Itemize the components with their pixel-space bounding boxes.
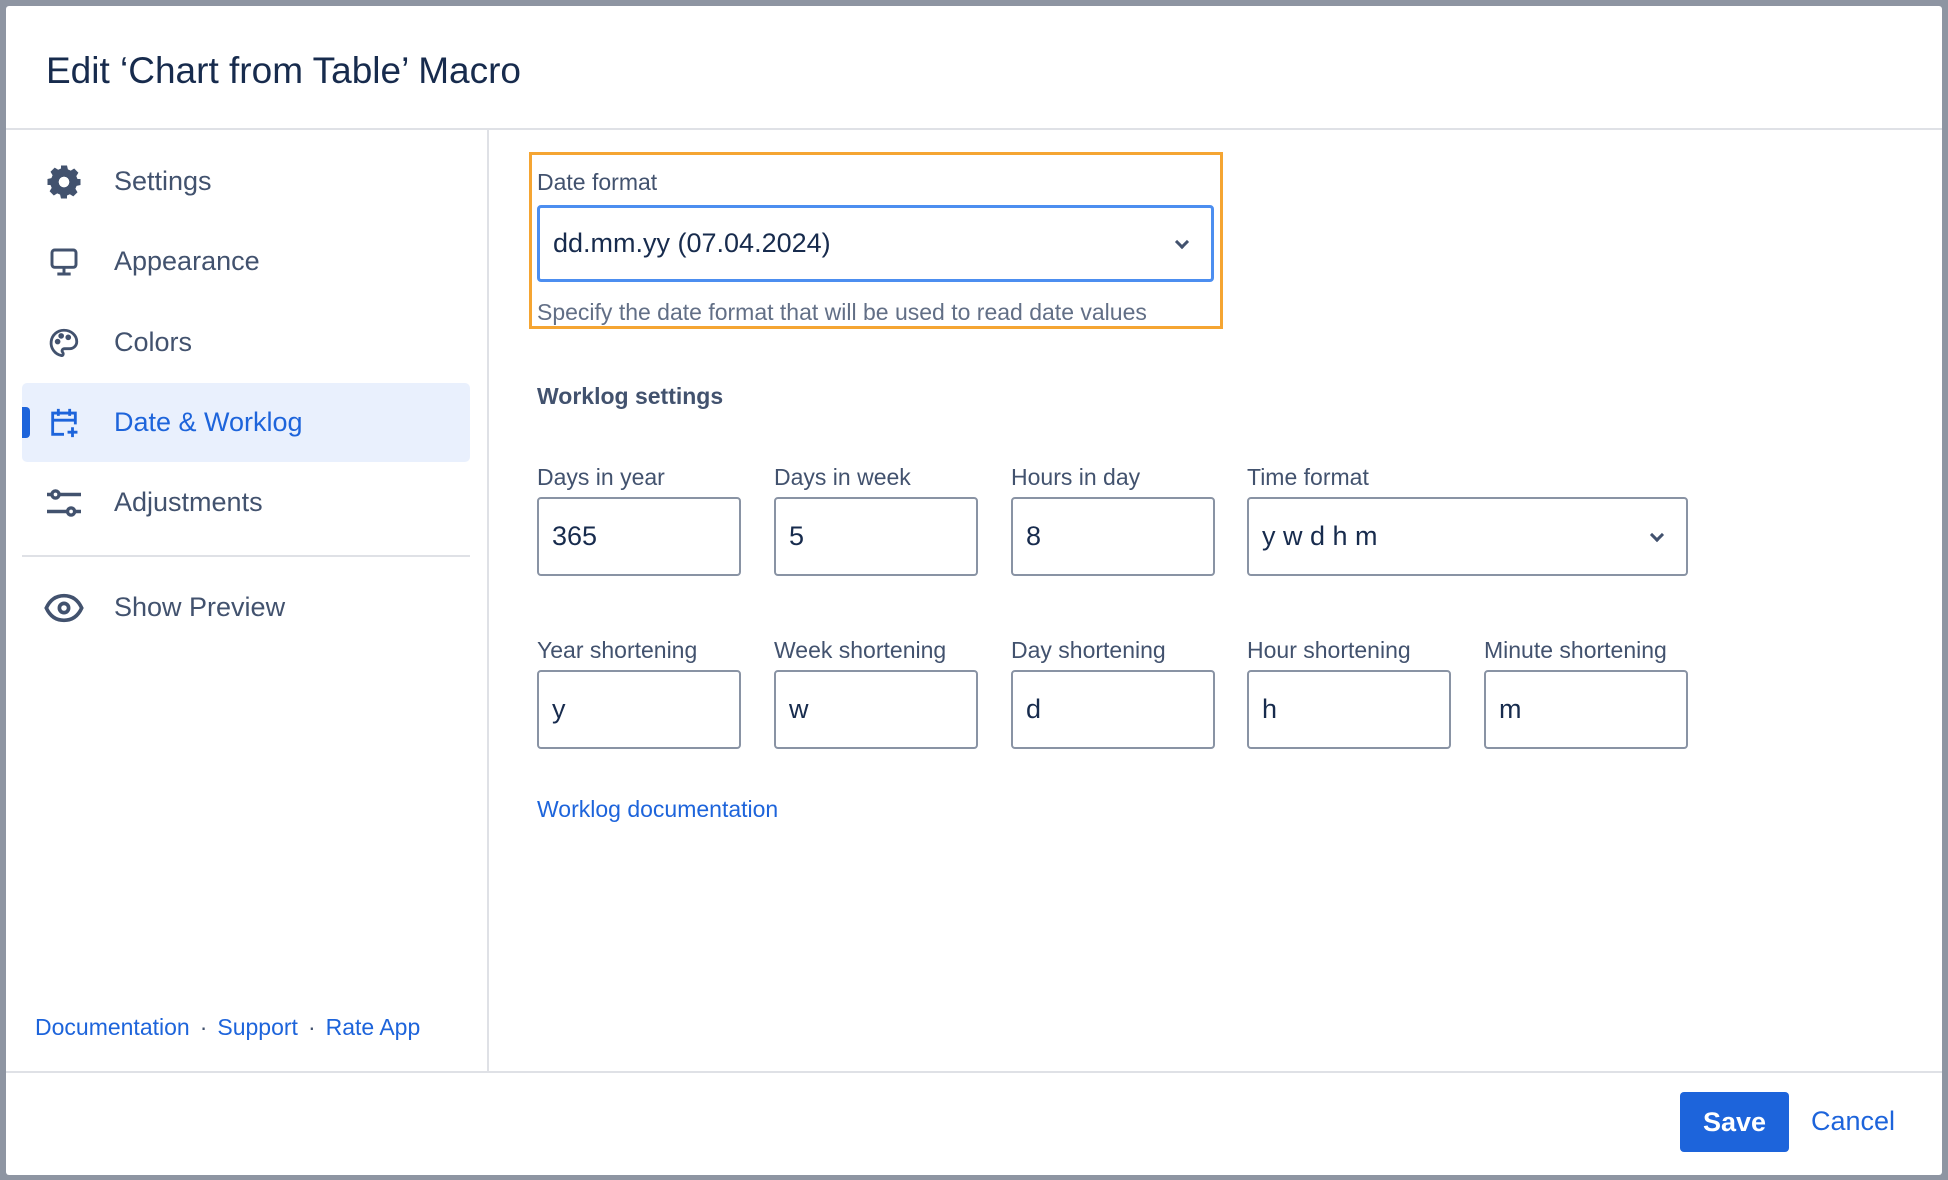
calendar-plus-icon	[44, 403, 84, 443]
sidebar-divider	[487, 129, 489, 1071]
sidebar-item-settings[interactable]: Settings	[22, 142, 470, 221]
macro-dialog: Edit ‘Chart from Table’ Macro Settings A…	[6, 6, 1942, 1175]
link-separator: ·	[307, 1014, 316, 1040]
hour-shortening-label: Hour shortening	[1247, 637, 1411, 663]
sidebar-separator	[22, 555, 470, 557]
time-format-select[interactable]: y w d h m	[1247, 497, 1688, 576]
sidebar-item-label: Settings	[114, 166, 212, 196]
sidebar-item-label: Appearance	[114, 246, 260, 276]
sidebar-item-label: Adjustments	[114, 487, 263, 517]
year-shortening-input[interactable]: y	[537, 670, 741, 749]
chevron-down-icon	[1174, 234, 1190, 249]
sidebar-item-colors[interactable]: Colors	[22, 303, 470, 382]
header-divider	[6, 128, 1942, 130]
date-format-label: Date format	[537, 169, 658, 195]
time-format-label: Time format	[1247, 464, 1369, 490]
sidebar-links: Documentation · Support · Rate App	[35, 1014, 420, 1041]
minute-shortening-label: Minute shortening	[1484, 637, 1667, 663]
days-in-year-label: Days in year	[537, 464, 665, 490]
week-shortening-input[interactable]: w	[774, 670, 978, 749]
day-shortening-input[interactable]: d	[1011, 670, 1215, 749]
sidebar-item-adjustments[interactable]: Adjustments	[22, 463, 470, 542]
eye-icon	[44, 588, 84, 628]
week-shortening-label: Week shortening	[774, 637, 947, 663]
sidebar-item-label: Colors	[114, 327, 193, 357]
palette-icon	[44, 323, 84, 363]
show-preview-button[interactable]: Show Preview	[22, 568, 470, 647]
hours-in-day-input[interactable]: 8	[1011, 497, 1215, 576]
show-preview-label: Show Preview	[114, 592, 286, 622]
save-button[interactable]: Save	[1680, 1092, 1789, 1152]
rate-app-link[interactable]: Rate App	[325, 1014, 421, 1040]
worklog-settings-heading: Worklog settings	[537, 383, 724, 409]
date-format-help: Specify the date format that will be use…	[537, 299, 1147, 325]
link-separator: ·	[199, 1014, 208, 1040]
sidebar-item-date-worklog[interactable]: Date & Worklog	[22, 383, 470, 462]
hour-shortening-input[interactable]: h	[1247, 670, 1451, 749]
documentation-link[interactable]: Documentation	[35, 1014, 190, 1040]
days-in-year-input[interactable]: 365	[537, 497, 741, 576]
date-format-select[interactable]: dd.mm.yy (07.04.2024)	[537, 205, 1214, 282]
cancel-button[interactable]: Cancel	[1811, 1106, 1896, 1136]
dialog-title: Edit ‘Chart from Table’ Macro	[46, 50, 522, 91]
time-format-value: y w d h m	[1262, 521, 1378, 551]
sliders-icon	[44, 483, 84, 523]
date-format-value: dd.mm.yy (07.04.2024)	[553, 228, 831, 258]
days-in-week-label: Days in week	[774, 464, 911, 490]
chevron-down-icon	[1649, 527, 1665, 542]
day-shortening-label: Day shortening	[1011, 637, 1166, 663]
support-link[interactable]: Support	[217, 1014, 298, 1040]
days-in-week-input[interactable]: 5	[774, 497, 978, 576]
monitor-icon	[44, 242, 84, 282]
footer-divider	[6, 1071, 1942, 1073]
date-format-highlight	[529, 152, 1223, 329]
worklog-documentation-link[interactable]: Worklog documentation	[537, 796, 779, 822]
minute-shortening-input[interactable]: m	[1484, 670, 1688, 749]
hours-in-day-label: Hours in day	[1011, 464, 1141, 490]
gear-icon	[44, 162, 84, 202]
year-shortening-label: Year shortening	[537, 637, 698, 663]
sidebar-item-appearance[interactable]: Appearance	[22, 222, 470, 301]
sidebar-item-label: Date & Worklog	[114, 407, 303, 437]
